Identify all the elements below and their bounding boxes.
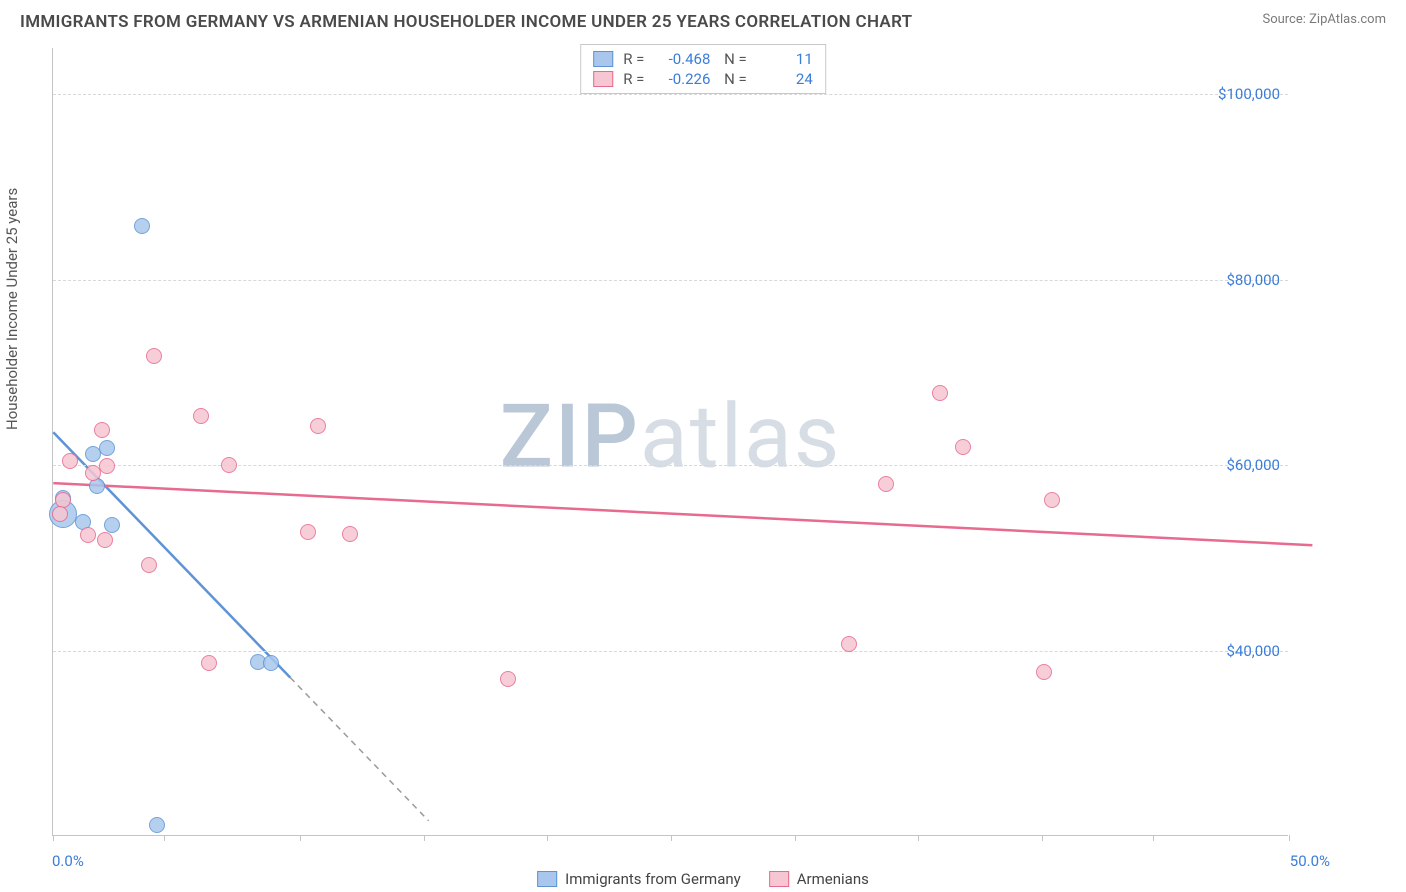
data-point-armenians — [62, 453, 78, 469]
data-point-armenians — [99, 458, 115, 474]
legend-stats-row-germany: R = -0.468 N = 11 — [593, 49, 813, 69]
legend-stats-row-armenians: R = -0.226 N = 24 — [593, 69, 813, 89]
legend-label-germany: Immigrants from Germany — [565, 870, 741, 888]
data-point-germany — [99, 440, 115, 456]
data-point-germany — [89, 478, 105, 494]
swatch-germany — [537, 871, 557, 887]
legend-series: Immigrants from Germany Armenians — [537, 870, 869, 888]
source-label: Source: ZipAtlas.com — [1262, 12, 1386, 27]
x-axis-min-label: 0.0% — [52, 852, 84, 870]
x-tick — [671, 835, 672, 841]
legend-label-armenians: Armenians — [797, 870, 869, 888]
trend-lines-layer — [53, 48, 1288, 835]
swatch-armenians — [593, 71, 613, 87]
x-tick — [918, 835, 919, 841]
swatch-armenians — [769, 871, 789, 887]
n-value-germany: 11 — [757, 50, 813, 68]
data-point-armenians — [1036, 664, 1052, 680]
data-point-germany — [85, 446, 101, 462]
title-bar: IMMIGRANTS FROM GERMANY VS ARMENIAN HOUS… — [0, 0, 1406, 36]
trend-line — [53, 483, 1312, 545]
data-point-armenians — [932, 385, 948, 401]
data-point-armenians — [201, 655, 217, 671]
data-point-armenians — [141, 557, 157, 573]
data-point-armenians — [85, 465, 101, 481]
data-point-armenians — [146, 348, 162, 364]
data-point-armenians — [80, 527, 96, 543]
y-axis-title: Householder Income Under 25 years — [3, 188, 21, 430]
r-label: R = — [623, 70, 644, 88]
grid-line — [53, 465, 1288, 466]
data-point-armenians — [97, 532, 113, 548]
data-point-armenians — [52, 506, 68, 522]
n-label: N = — [720, 50, 746, 68]
data-point-armenians — [300, 524, 316, 540]
n-label: N = — [720, 70, 746, 88]
data-point-armenians — [94, 422, 110, 438]
legend-item-germany: Immigrants from Germany — [537, 870, 741, 888]
y-tick-label: $40,000 — [1226, 642, 1280, 660]
r-value-armenians: -0.226 — [654, 70, 710, 88]
chart-plot-area: ZIPatlas $40,000$60,000$80,000$100,000 — [52, 48, 1288, 836]
data-point-armenians — [878, 476, 894, 492]
n-value-armenians: 24 — [757, 70, 813, 88]
grid-line — [53, 94, 1288, 95]
trend-line-extension — [290, 678, 428, 821]
x-tick — [1153, 835, 1154, 841]
grid-line — [53, 280, 1288, 281]
legend-item-armenians: Armenians — [769, 870, 869, 888]
x-tick — [164, 835, 165, 841]
x-tick — [300, 835, 301, 841]
x-tick — [424, 835, 425, 841]
legend-stats-box: R = -0.468 N = 11 R = -0.226 N = 24 — [580, 44, 826, 94]
data-point-germany — [263, 655, 279, 671]
x-tick — [1289, 835, 1290, 841]
data-point-armenians — [955, 439, 971, 455]
data-point-armenians — [193, 408, 209, 424]
data-point-germany — [104, 517, 120, 533]
x-axis-max-label: 50.0% — [1290, 852, 1330, 870]
r-label: R = — [623, 50, 644, 68]
r-value-germany: -0.468 — [654, 50, 710, 68]
x-tick — [1042, 835, 1043, 841]
x-tick — [53, 835, 54, 841]
swatch-germany — [593, 51, 613, 67]
y-tick-label: $80,000 — [1226, 271, 1280, 289]
data-point-armenians — [342, 526, 358, 542]
data-point-armenians — [310, 418, 326, 434]
x-tick — [795, 835, 796, 841]
data-point-armenians — [500, 671, 516, 687]
grid-line — [53, 651, 1288, 652]
x-tick — [547, 835, 548, 841]
data-point-armenians — [1044, 492, 1060, 508]
y-tick-label: $100,000 — [1218, 85, 1280, 103]
data-point-germany — [134, 218, 150, 234]
data-point-germany — [149, 817, 165, 833]
y-tick-label: $60,000 — [1226, 456, 1280, 474]
data-point-armenians — [221, 457, 237, 473]
chart-title: IMMIGRANTS FROM GERMANY VS ARMENIAN HOUS… — [20, 12, 912, 32]
data-point-armenians — [841, 636, 857, 652]
